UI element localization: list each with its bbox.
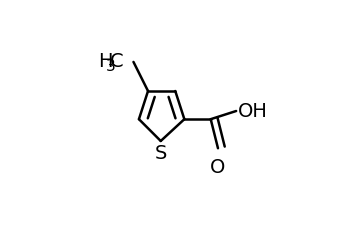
Text: O: O (210, 158, 226, 177)
Text: S: S (155, 144, 167, 163)
Text: C: C (109, 52, 123, 72)
Text: H: H (98, 52, 113, 72)
Text: 3: 3 (105, 59, 115, 74)
Text: OH: OH (238, 101, 268, 121)
